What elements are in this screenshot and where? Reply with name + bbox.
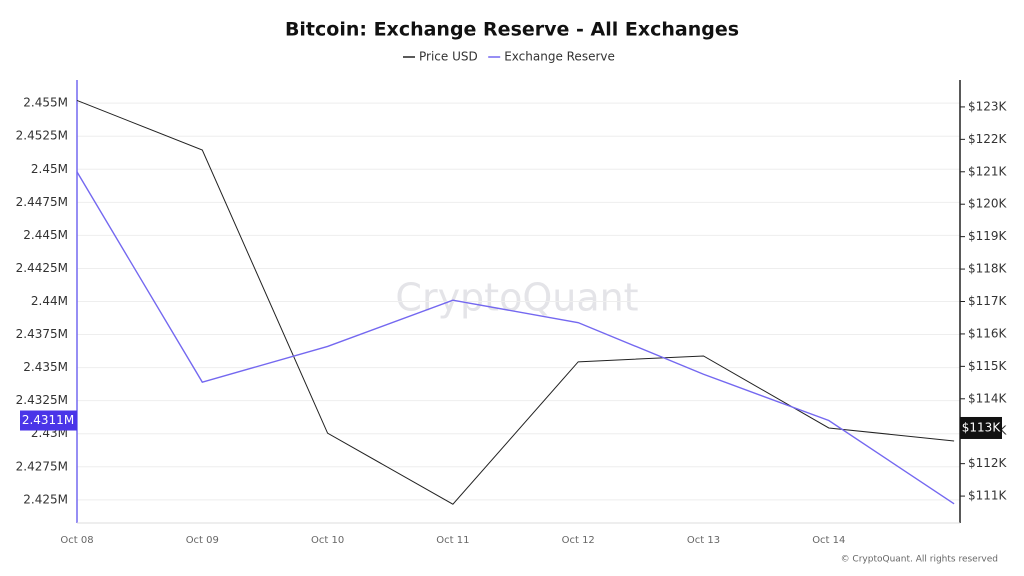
y2-tick-label: $117K: [968, 294, 1008, 308]
x-tick-label: Oct 09: [186, 535, 219, 546]
y-tick-label: 2.4475M: [16, 195, 68, 209]
x-tick-label: Oct 08: [60, 535, 93, 546]
y2-tick-label: $111K: [968, 489, 1008, 503]
y-tick-label: 2.445M: [23, 228, 68, 242]
x-tick-label: Oct 11: [436, 535, 469, 546]
x-tick-label: Oct 13: [687, 535, 720, 546]
legend-label: Price USD: [419, 50, 478, 64]
y2-tick-label: $114K: [968, 391, 1008, 405]
series-line: [76, 171, 955, 505]
y2-tick-label: $116K: [968, 326, 1008, 340]
legend-label: Exchange Reserve: [504, 50, 615, 64]
y-tick-label: 2.45M: [31, 162, 68, 176]
y2-tick-label: $120K: [968, 197, 1008, 211]
y2-tick-label: $118K: [968, 262, 1008, 276]
y-tick-label: 2.4525M: [16, 129, 68, 143]
y-tick-label: 2.4425M: [16, 261, 68, 275]
y2-tick-label: $115K: [968, 359, 1008, 373]
chart-title: Bitcoin: Exchange Reserve - All Exchange…: [285, 19, 739, 41]
cursor-label: $113K: [962, 420, 1002, 434]
x-tick-label: Oct 10: [311, 535, 344, 546]
y2-tick-label: $112K: [968, 456, 1008, 470]
cursor-label: 2.4311M: [22, 413, 74, 427]
y-tick-label: 2.455M: [23, 96, 68, 110]
watermark: CryptoQuant: [395, 276, 638, 320]
y2-tick-label: $121K: [968, 164, 1008, 178]
y-tick-label: 2.4375M: [16, 327, 68, 341]
x-tick-label: Oct 14: [812, 535, 845, 546]
y2-tick-label: $119K: [968, 229, 1008, 243]
y-tick-label: 2.44M: [31, 294, 68, 308]
y-tick-label: 2.435M: [23, 360, 68, 374]
cursor-badge: [960, 416, 1002, 439]
y2-tick-label: $122K: [968, 132, 1008, 146]
cursor-badge: [20, 410, 77, 431]
copyright: © CryptoQuant. All rights reserved: [841, 555, 998, 565]
series-line: [76, 99, 955, 505]
y-tick-label: 2.425M: [23, 492, 68, 506]
y2-tick-label: $123K: [968, 99, 1008, 113]
y-tick-label: 2.4275M: [16, 459, 68, 473]
x-tick-label: Oct 12: [562, 535, 595, 546]
y-tick-label: 2.4325M: [16, 393, 68, 407]
